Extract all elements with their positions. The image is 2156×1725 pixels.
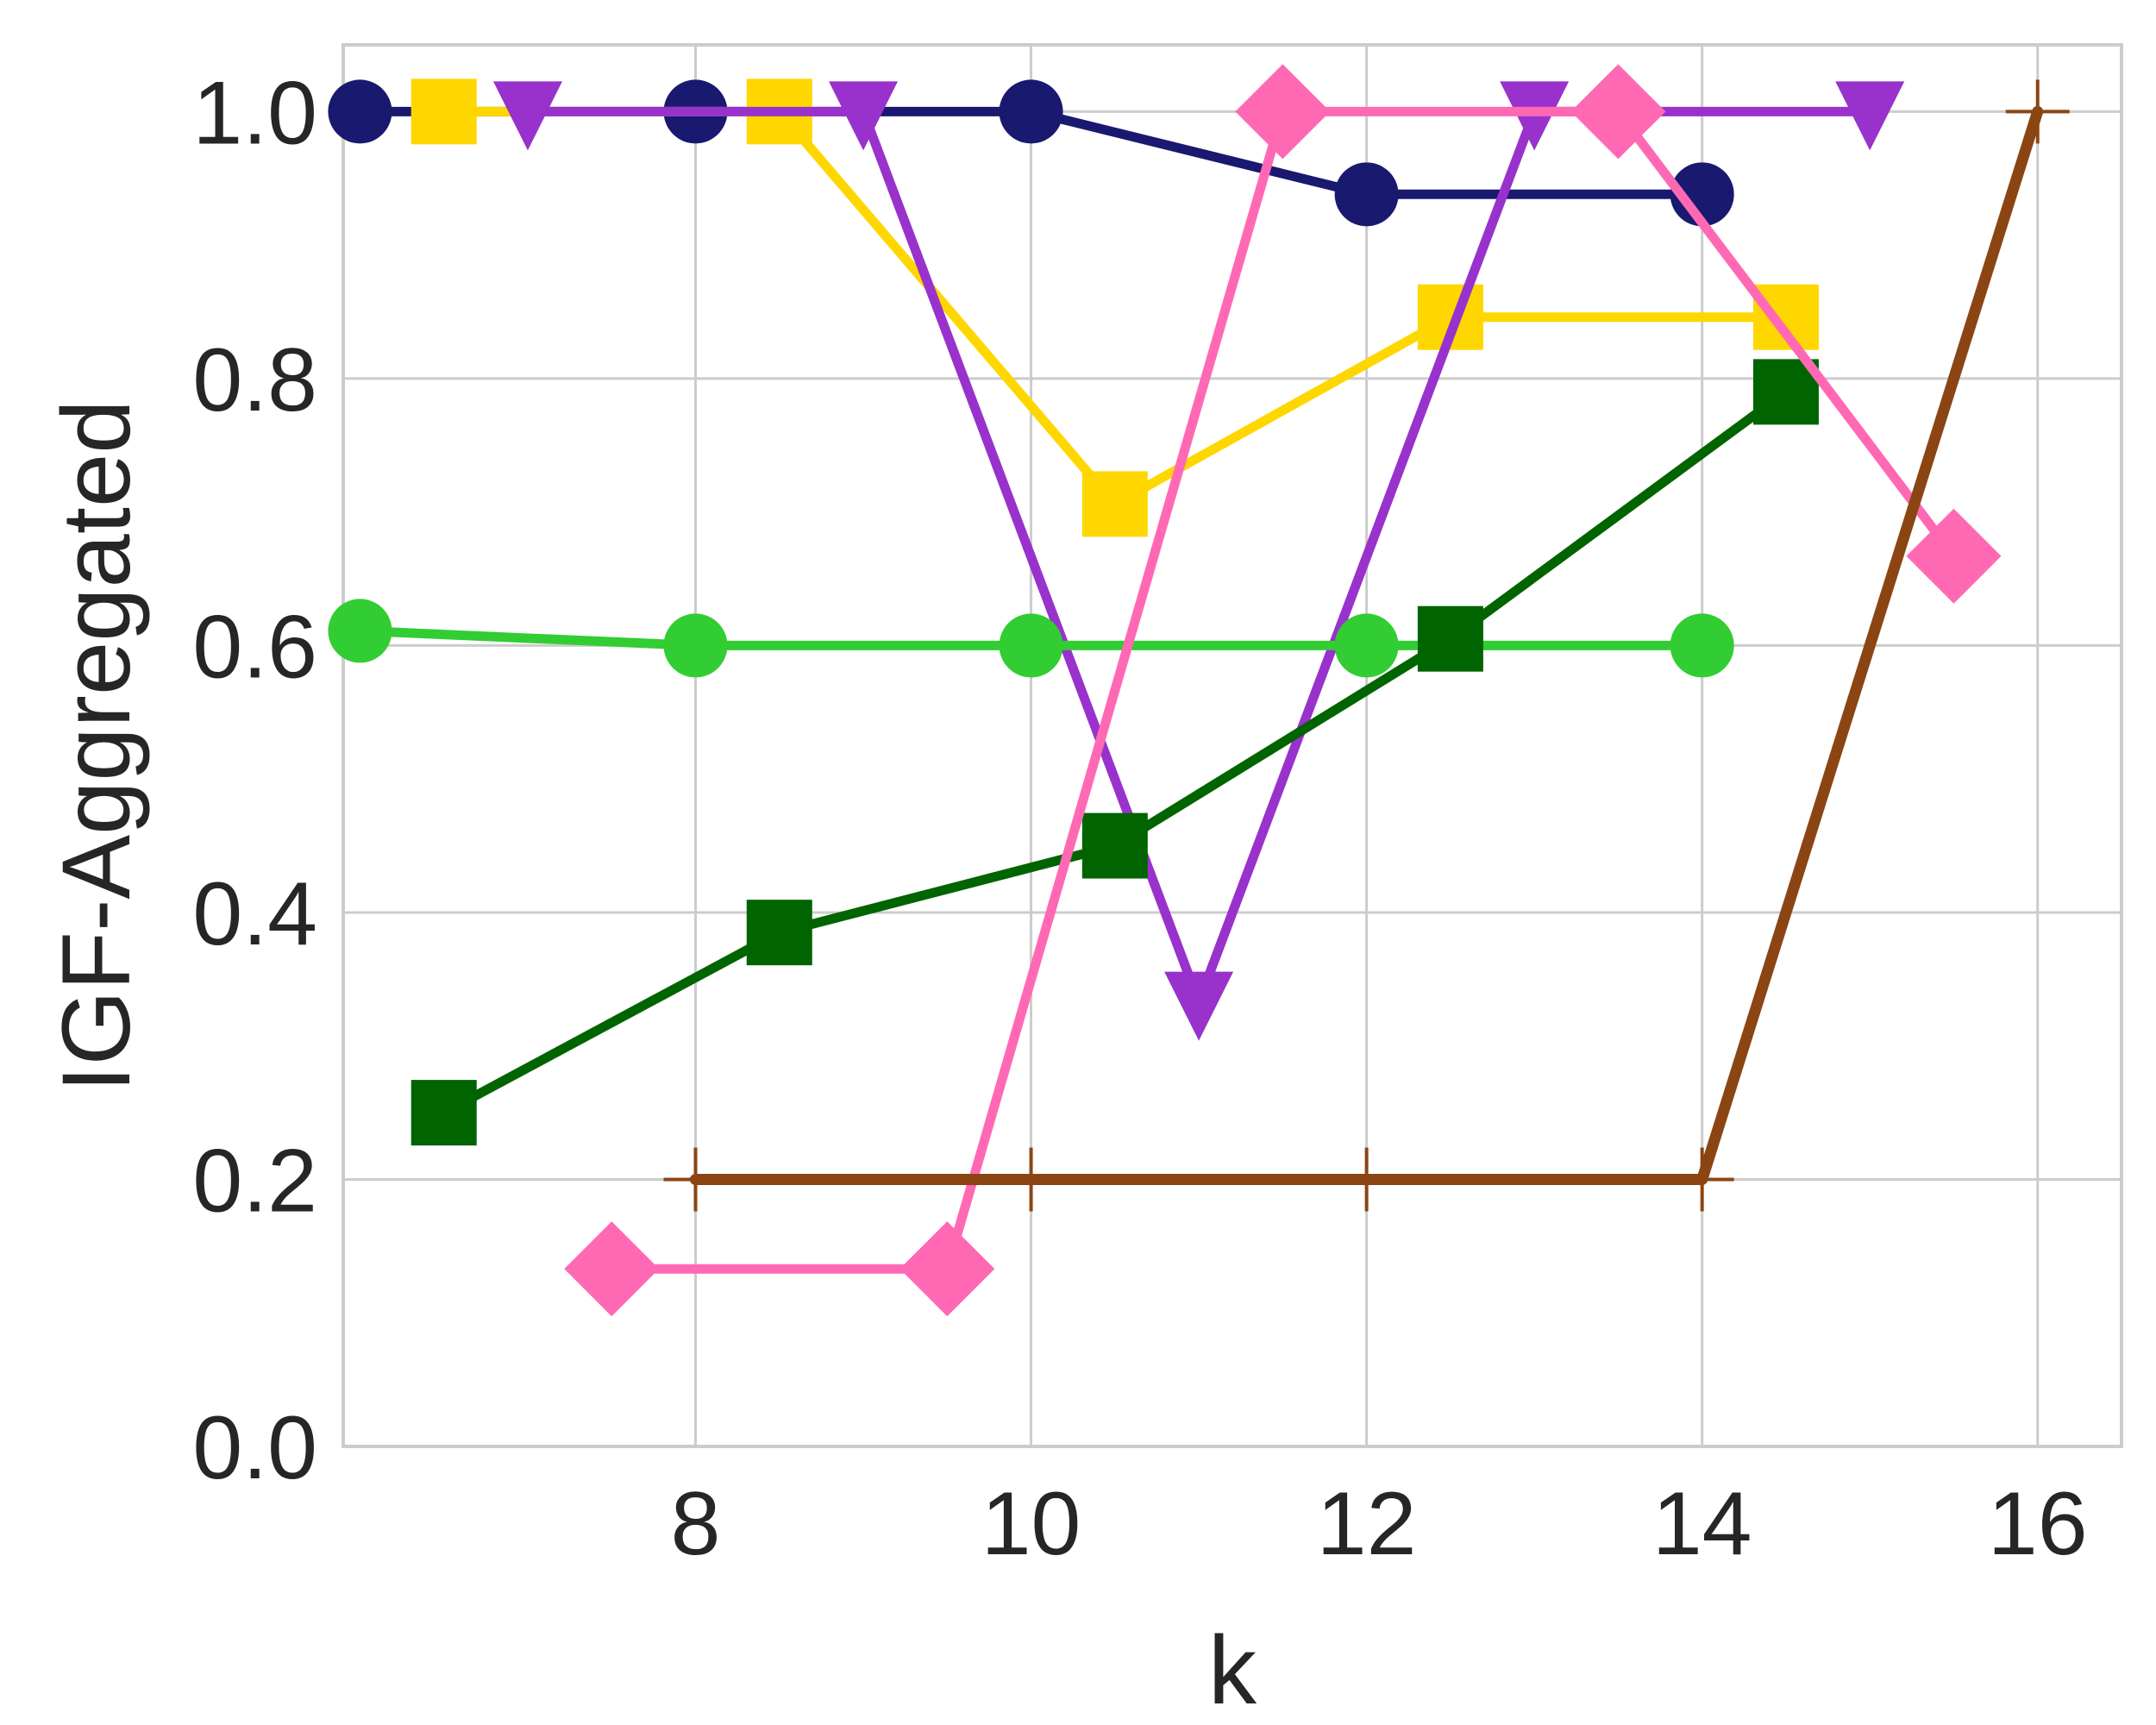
- x-tick-label: 12: [1317, 1474, 1417, 1574]
- series-3: [492, 81, 1905, 1041]
- data-point: [1906, 508, 2002, 604]
- data-point: [1081, 471, 1148, 537]
- data-point: [999, 79, 1063, 144]
- plot-frame: [342, 43, 2123, 1448]
- y-axis-label: IGF-Aggregated: [42, 399, 150, 1092]
- series-line: [439, 106, 1791, 509]
- data-point: [999, 613, 1063, 678]
- data-point: [746, 900, 812, 966]
- data-point: [328, 79, 392, 144]
- data-point: [663, 1147, 728, 1212]
- y-tick-label: 1.0: [192, 63, 317, 163]
- data-point: [899, 1221, 995, 1317]
- data-point: [663, 613, 728, 678]
- x-tick-label: 16: [1988, 1474, 2088, 1574]
- y-tick-label: 0.0: [192, 1398, 317, 1498]
- data-point: [492, 81, 562, 151]
- x-axis-label: k: [1208, 1616, 1257, 1724]
- data-point: [999, 1147, 1063, 1212]
- x-tick-label: 10: [981, 1474, 1081, 1574]
- data-point: [1334, 162, 1399, 227]
- x-tick-label: 8: [671, 1474, 721, 1574]
- data-point: [2005, 79, 2070, 144]
- data-point: [411, 1080, 477, 1146]
- series-7: [663, 79, 2070, 1212]
- data-point: [564, 1221, 660, 1317]
- data-point: [1670, 162, 1734, 227]
- data-point: [1570, 64, 1666, 160]
- data-point: [1835, 81, 1905, 151]
- data-point: [1417, 605, 1483, 672]
- data-point: [1670, 1147, 1734, 1212]
- data-point: [1235, 64, 1331, 160]
- series-line: [523, 106, 1875, 1007]
- series-5: [411, 359, 1819, 1146]
- y-tick-label: 0.6: [192, 597, 317, 697]
- y-tick-label: 0.8: [192, 330, 317, 430]
- data-point: [411, 78, 477, 145]
- data-point: [1670, 613, 1734, 678]
- data-point: [1081, 812, 1148, 879]
- x-tick-label: 14: [1652, 1474, 1752, 1574]
- tick-labels: 8 10 12 14 16 0.0 0.2 0.4 0.6 0.8 1.0: [192, 63, 2087, 1574]
- y-tick-label: 0.4: [192, 864, 317, 964]
- data-point: [1334, 613, 1399, 678]
- data-point: [829, 81, 899, 151]
- series-4: [328, 599, 1734, 678]
- data-point: [1164, 971, 1234, 1041]
- series-line: [606, 106, 1959, 1274]
- series-layer: [328, 64, 2070, 1317]
- series-6: [564, 64, 2002, 1317]
- data-point: [1334, 1147, 1399, 1212]
- data-point: [328, 599, 392, 663]
- y-tick-label: 0.2: [192, 1131, 317, 1231]
